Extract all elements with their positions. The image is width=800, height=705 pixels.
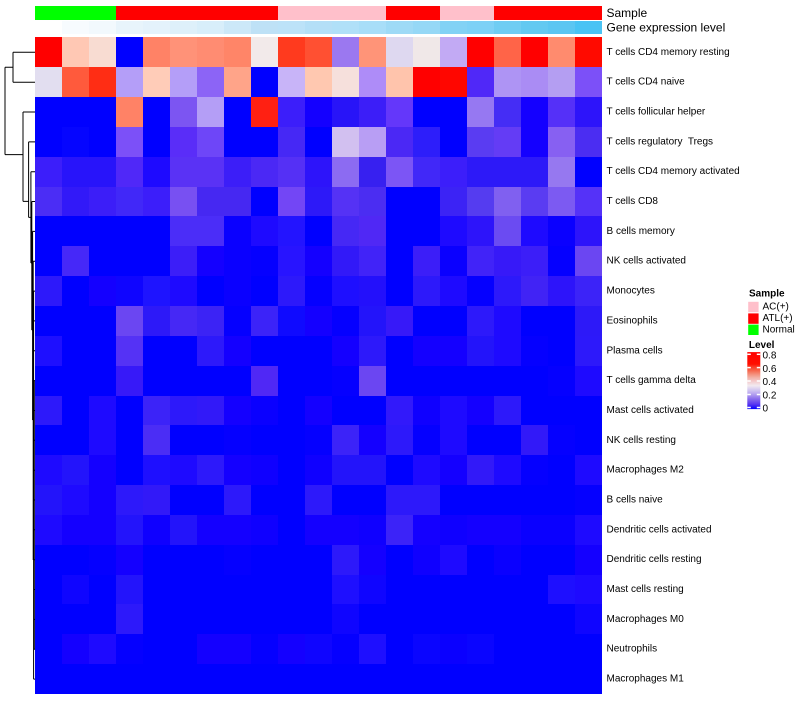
svg-text:Gene expression level: Gene expression level (607, 21, 726, 35)
svg-text:ATL(+): ATL(+) (763, 313, 793, 324)
svg-text:T cells CD8: T cells CD8 (607, 196, 659, 207)
svg-text:0.6: 0.6 (763, 364, 777, 375)
svg-text:Level: Level (749, 340, 775, 351)
svg-text:B cells naive: B cells naive (607, 495, 664, 506)
svg-text:0.4: 0.4 (763, 377, 777, 388)
svg-text:Macrophages M0: Macrophages M0 (607, 614, 685, 625)
svg-text:T cells gamma delta: T cells gamma delta (607, 375, 697, 386)
svg-text:Neutrophils: Neutrophils (607, 644, 658, 655)
svg-text:B cells memory: B cells memory (607, 226, 675, 237)
svg-text:NK cells resting: NK cells resting (607, 435, 676, 446)
svg-text:Plasma cells: Plasma cells (607, 345, 663, 356)
svg-text:0: 0 (763, 404, 769, 415)
svg-text:Eosinophils: Eosinophils (607, 315, 658, 326)
svg-text:T cells CD4 memory activated: T cells CD4 memory activated (607, 166, 740, 177)
svg-text:Mast cells activated: Mast cells activated (607, 405, 694, 416)
svg-text:T cells CD4 naive: T cells CD4 naive (607, 77, 686, 88)
svg-text:Macrophages M1: Macrophages M1 (607, 674, 685, 685)
svg-text:0.8: 0.8 (763, 351, 777, 362)
svg-text:Sample: Sample (749, 288, 785, 299)
svg-text:Macrophages M2: Macrophages M2 (607, 465, 685, 476)
svg-text:Mast cells resting: Mast cells resting (607, 584, 684, 595)
svg-text:NK cells activated: NK cells activated (607, 256, 686, 267)
svg-text:T cells follicular helper: T cells follicular helper (607, 107, 706, 118)
svg-text:Monocytes: Monocytes (607, 286, 655, 297)
svg-text:T cells CD4 memory resting: T cells CD4 memory resting (607, 47, 730, 58)
svg-text:Dendritic cells activated: Dendritic cells activated (607, 524, 712, 535)
svg-text:Dendritic cells resting: Dendritic cells resting (607, 554, 702, 565)
svg-text:Normal: Normal (763, 324, 795, 335)
svg-text:0.2: 0.2 (763, 391, 777, 402)
svg-text:T cells regulatory Tregs: T cells regulatory Tregs (607, 136, 714, 147)
svg-text:Sample: Sample (607, 6, 648, 20)
svg-text:AC(+): AC(+) (763, 302, 789, 313)
